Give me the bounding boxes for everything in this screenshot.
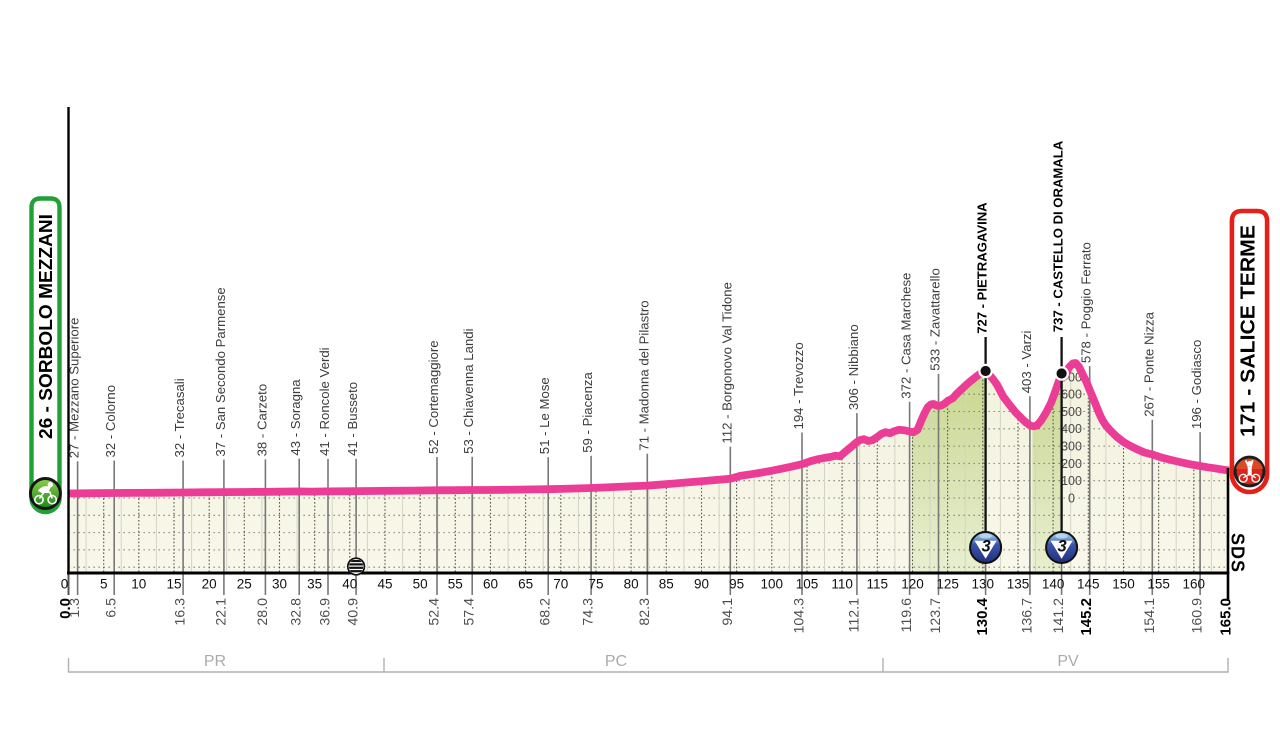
svg-text:43 - Soragna: 43 - Soragna [288, 379, 303, 456]
svg-text:165.0: 165.0 [1217, 598, 1234, 636]
svg-text:120: 120 [901, 577, 924, 592]
svg-text:140: 140 [1042, 577, 1065, 592]
svg-text:135: 135 [1007, 577, 1030, 592]
svg-text:PV: PV [1057, 653, 1079, 670]
svg-text:123.7: 123.7 [928, 598, 944, 634]
svg-text:171 - SALICE TERME: 171 - SALICE TERME [1238, 225, 1260, 437]
svg-text:50: 50 [413, 577, 428, 592]
svg-text:38 - Carzeto: 38 - Carzeto [254, 384, 269, 457]
svg-text:3: 3 [1058, 538, 1067, 556]
svg-text:53 - Chiavenna Landi: 53 - Chiavenna Landi [461, 328, 476, 453]
svg-text:55: 55 [448, 577, 463, 592]
svg-text:26 - SORBOLO MEZZANI: 26 - SORBOLO MEZZANI [35, 214, 56, 439]
svg-text:160.9: 160.9 [1190, 598, 1206, 634]
svg-text:68.2: 68.2 [538, 598, 554, 626]
svg-text:200: 200 [1061, 457, 1082, 471]
svg-text:267 - Ponte Nizza: 267 - Ponte Nizza [1141, 311, 1156, 416]
svg-text:112 - Borgonovo Val Tidone: 112 - Borgonovo Val Tidone [719, 282, 734, 444]
svg-text:36.9: 36.9 [318, 598, 334, 626]
svg-text:41 - Busseto: 41 - Busseto [345, 382, 360, 456]
svg-text:27 - Mezzano Superiore: 27 - Mezzano Superiore [67, 318, 82, 459]
svg-text:59 - Piacenza: 59 - Piacenza [580, 371, 595, 452]
svg-text:5: 5 [100, 577, 108, 592]
svg-text:28.0: 28.0 [255, 598, 271, 626]
svg-text:65: 65 [518, 577, 533, 592]
svg-text:15: 15 [166, 577, 181, 592]
svg-text:115: 115 [867, 577, 889, 592]
svg-text:45: 45 [377, 577, 392, 592]
svg-text:57.4: 57.4 [462, 598, 478, 626]
svg-text:194 - Trevozzo: 194 - Trevozzo [791, 342, 806, 429]
svg-text:10: 10 [131, 577, 146, 592]
svg-text:41 - Roncole Verdi: 41 - Roncole Verdi [317, 347, 332, 456]
svg-text:112.1: 112.1 [846, 598, 862, 633]
svg-text:32 - Colorno: 32 - Colorno [103, 385, 118, 458]
svg-text:0: 0 [1068, 491, 1075, 505]
svg-text:578 - Poggio Ferrato: 578 - Poggio Ferrato [1079, 242, 1094, 363]
svg-text:403 - Varzi: 403 - Varzi [1019, 330, 1034, 393]
svg-text:40.9: 40.9 [346, 598, 362, 626]
svg-text:145.2: 145.2 [1078, 598, 1095, 636]
svg-text:155: 155 [1147, 577, 1170, 592]
svg-text:141.2: 141.2 [1051, 598, 1067, 634]
svg-text:727 - PIETRAGAVINA: 727 - PIETRAGAVINA [975, 202, 990, 334]
svg-text:372 - Casa Marchese: 372 - Casa Marchese [899, 273, 914, 399]
svg-text:300: 300 [1061, 440, 1082, 454]
svg-text:105: 105 [796, 577, 819, 592]
svg-text:130.4: 130.4 [974, 597, 991, 635]
svg-text:110: 110 [831, 577, 853, 592]
svg-text:30: 30 [272, 577, 287, 592]
svg-text:52.4: 52.4 [427, 598, 443, 626]
svg-text:95: 95 [729, 577, 744, 592]
svg-text:6.5: 6.5 [104, 598, 120, 618]
svg-text:154.1: 154.1 [1142, 598, 1158, 634]
svg-text:100: 100 [761, 577, 784, 592]
svg-text:32.8: 32.8 [289, 598, 305, 626]
svg-text:52 - Cortemaggiore: 52 - Cortemaggiore [426, 340, 441, 454]
svg-text:60: 60 [483, 577, 498, 592]
svg-text:1.3: 1.3 [67, 598, 83, 618]
svg-text:22.1: 22.1 [213, 598, 229, 626]
svg-text:25: 25 [237, 577, 252, 592]
svg-text:74.3: 74.3 [581, 598, 597, 626]
svg-text:75: 75 [588, 577, 603, 592]
svg-text:130: 130 [972, 577, 995, 592]
svg-text:32 - Trecasali: 32 - Trecasali [172, 378, 187, 457]
svg-text:71 - Madonna del Pilastro: 71 - Madonna del Pilastro [636, 300, 651, 450]
svg-text:16.3: 16.3 [173, 598, 189, 626]
svg-text:0.0: 0.0 [57, 598, 74, 619]
svg-text:SDS: SDS [1228, 533, 1248, 573]
svg-text:600: 600 [1061, 388, 1082, 402]
svg-text:125: 125 [936, 577, 959, 592]
svg-text:306 - Nibbiano: 306 - Nibbiano [846, 324, 861, 410]
svg-text:37 - San Secondo Parmense: 37 - San Secondo Parmense [213, 287, 228, 456]
svg-text:136.7: 136.7 [1019, 598, 1035, 634]
svg-text:119.6: 119.6 [899, 598, 915, 633]
svg-text:104.3: 104.3 [792, 598, 808, 634]
svg-text:82.3: 82.3 [637, 598, 653, 626]
svg-text:70: 70 [553, 577, 568, 592]
svg-text:3: 3 [982, 538, 991, 556]
svg-text:94.1: 94.1 [720, 598, 736, 626]
svg-text:160: 160 [1183, 577, 1206, 592]
svg-text:196 - Godiasco: 196 - Godiasco [1189, 340, 1204, 429]
svg-text:737 - CASTELLO DI ORAMALA: 737 - CASTELLO DI ORAMALA [1051, 140, 1066, 332]
svg-text:40: 40 [342, 577, 357, 592]
svg-text:500: 500 [1061, 405, 1082, 419]
svg-text:400: 400 [1061, 422, 1082, 436]
svg-text:51 - Le Mose: 51 - Le Mose [537, 377, 552, 454]
svg-text:PC: PC [605, 653, 627, 670]
svg-text:85: 85 [659, 577, 674, 592]
svg-text:35: 35 [307, 577, 322, 592]
svg-text:PR: PR [204, 653, 226, 670]
svg-text:90: 90 [694, 577, 709, 592]
svg-text:20: 20 [202, 577, 217, 592]
svg-text:533 - Zavattarello: 533 - Zavattarello [928, 268, 943, 371]
svg-text:0: 0 [61, 577, 69, 592]
svg-text:100: 100 [1061, 474, 1082, 488]
svg-text:150: 150 [1112, 577, 1135, 592]
svg-text:145: 145 [1077, 577, 1100, 592]
svg-text:80: 80 [624, 577, 639, 592]
